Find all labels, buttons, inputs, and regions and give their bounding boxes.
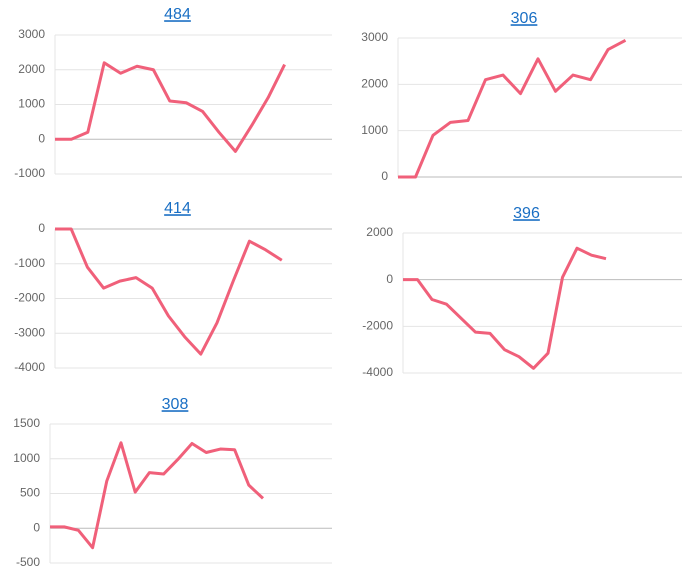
y-tick-label: 1000 <box>13 451 40 465</box>
y-tick-label: -2000 <box>362 319 393 333</box>
y-tick-label: 2000 <box>366 225 393 239</box>
chart-title[interactable]: 396 <box>513 205 540 222</box>
data-line <box>55 61 286 153</box>
y-tick-label: 1500 <box>13 416 40 430</box>
chart-title[interactable]: 414 <box>164 200 191 217</box>
data-line <box>50 441 265 550</box>
data-line <box>403 246 607 370</box>
y-tick-label: 3000 <box>361 30 388 44</box>
y-tick-label: 2000 <box>18 62 45 76</box>
y-tick-label: -1000 <box>14 166 45 180</box>
y-tick-label: 1000 <box>361 123 388 137</box>
y-tick-label: -4000 <box>14 360 45 374</box>
chart-title[interactable]: 306 <box>511 10 538 27</box>
y-tick-label: 3000 <box>18 27 45 41</box>
data-line <box>398 38 627 179</box>
y-tick-label: -1000 <box>14 256 45 270</box>
y-tick-label: -2000 <box>14 291 45 305</box>
y-tick-label: 0 <box>33 520 40 534</box>
y-tick-label: -500 <box>16 555 40 569</box>
y-tick-label: 500 <box>20 486 40 500</box>
y-tick-label: -4000 <box>362 365 393 379</box>
y-tick-label: 0 <box>386 272 393 286</box>
y-tick-label: -3000 <box>14 325 45 339</box>
y-tick-label: 0 <box>38 221 45 235</box>
y-tick-label: 2000 <box>361 77 388 91</box>
y-tick-label: 1000 <box>18 97 45 111</box>
y-tick-label: 0 <box>38 131 45 145</box>
y-tick-label: 0 <box>381 169 388 183</box>
chart-title[interactable]: 484 <box>164 6 191 23</box>
data-line <box>55 227 283 356</box>
chart-title[interactable]: 308 <box>162 396 189 413</box>
